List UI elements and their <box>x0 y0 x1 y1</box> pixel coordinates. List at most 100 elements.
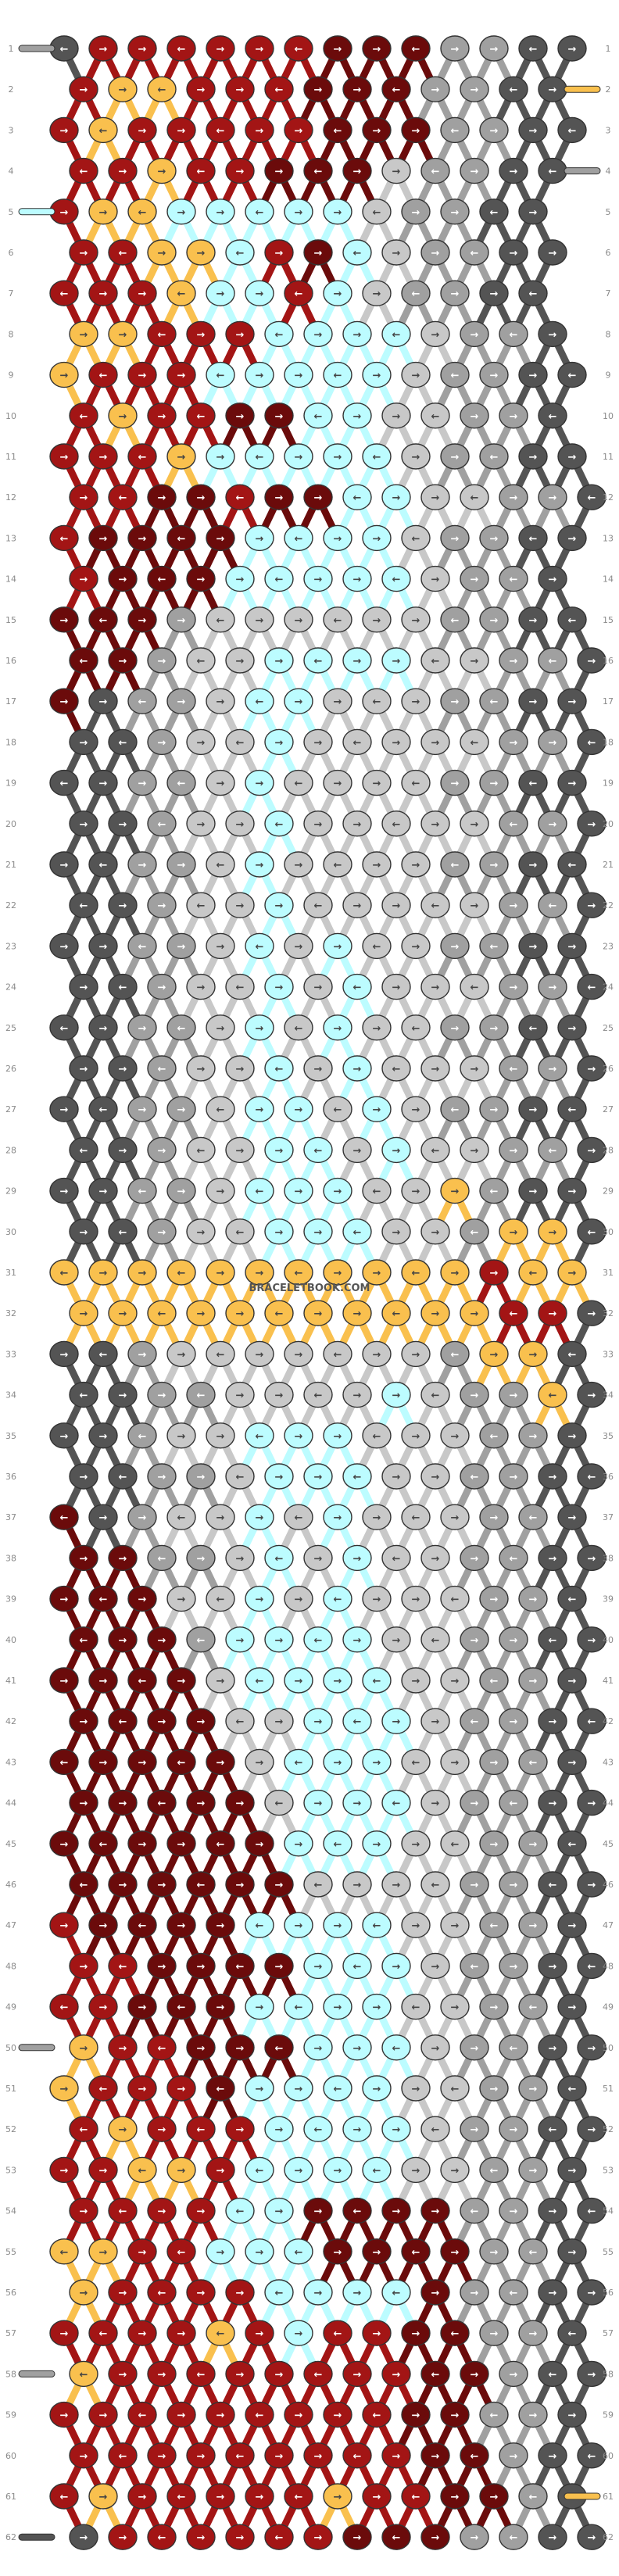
knot-arrow-icon: → <box>119 84 127 96</box>
knot-arrow-icon: → <box>353 1390 362 1402</box>
knot-arrow-icon: ← <box>99 615 108 627</box>
knot-arrow-icon: → <box>529 370 538 382</box>
knot-arrow-icon: ← <box>471 1227 479 1239</box>
knot-arrow-icon: → <box>412 1186 420 1198</box>
knot: → <box>362 606 392 633</box>
knot-arrow-icon: ← <box>80 900 88 912</box>
knot-arrow-icon: → <box>197 1798 206 1810</box>
knot-arrow-icon: → <box>549 84 557 96</box>
knot-arrow-icon: → <box>197 1064 206 1075</box>
knot: ← <box>186 1871 216 1898</box>
knot: ← <box>362 1177 392 1204</box>
knot: → <box>166 1422 196 1449</box>
knot: → <box>245 769 274 796</box>
knot-arrow-icon: ← <box>80 1635 88 1647</box>
knot: → <box>49 116 79 144</box>
knot-arrow-icon: → <box>275 1390 284 1402</box>
knot: ← <box>342 1463 372 1490</box>
knot: → <box>225 647 255 674</box>
knot-arrow-icon: ← <box>529 778 538 790</box>
knot-arrow-icon: ← <box>158 1553 166 1565</box>
knot-arrow-icon: → <box>80 1798 88 1810</box>
knot: → <box>362 35 392 62</box>
row-number-right: 12 <box>603 492 614 503</box>
knot: → <box>538 320 567 348</box>
knot-arrow-icon: → <box>138 1023 147 1035</box>
knot-arrow-icon: → <box>256 778 264 790</box>
knot-arrow-icon: → <box>295 1186 303 1198</box>
knot: → <box>381 2197 411 2224</box>
knot: → <box>69 1789 98 1816</box>
knot: ← <box>538 157 567 184</box>
knot: ← <box>127 932 157 960</box>
knot: → <box>88 280 118 306</box>
row-number-left: 61 <box>5 2492 16 2502</box>
knot: → <box>166 932 196 960</box>
knot: → <box>303 1708 333 1734</box>
knot: → <box>147 1136 177 1164</box>
knot-arrow-icon: → <box>392 1635 401 1647</box>
knot: ← <box>186 1136 216 1164</box>
knot: ← <box>127 1177 157 1204</box>
knot: → <box>362 1748 392 1776</box>
knot-arrow-icon: ← <box>549 166 557 178</box>
knot: → <box>577 2524 606 2550</box>
knot: → <box>401 1912 431 1938</box>
knot-arrow-icon: ← <box>236 982 245 994</box>
row-number-left: 27 <box>5 1104 16 1114</box>
knot: → <box>342 1544 372 1572</box>
knot: → <box>127 1585 157 1612</box>
knot-arrow-icon: → <box>236 2288 245 2299</box>
knot-arrow-icon: → <box>529 1920 538 1932</box>
knot: → <box>518 2075 548 2102</box>
knot: → <box>381 239 411 266</box>
knot-arrow-icon: → <box>334 1268 342 1279</box>
string-end-left <box>18 2370 55 2377</box>
knot-arrow-icon: ← <box>529 2492 538 2503</box>
knot-arrow-icon: ← <box>256 452 264 463</box>
knot-arrow-icon: → <box>451 288 460 300</box>
knot: → <box>49 1422 79 1449</box>
knot-arrow-icon: → <box>529 941 538 953</box>
knot: ← <box>323 2320 352 2346</box>
knot: → <box>323 524 352 552</box>
knot-arrow-icon: → <box>412 1839 420 1851</box>
knot-arrow-icon: ← <box>60 1023 69 1035</box>
knot-arrow-icon: → <box>119 900 127 912</box>
knot-arrow-icon: ← <box>314 2369 323 2381</box>
row-number-right: 5 <box>606 207 611 217</box>
knot-arrow-icon: ← <box>60 778 69 790</box>
knot: → <box>518 688 548 714</box>
knot: → <box>69 1463 98 1490</box>
knot-arrow-icon: → <box>177 1186 186 1198</box>
knot-arrow-icon: → <box>275 1145 284 1157</box>
knot-arrow-icon: → <box>138 1512 147 1524</box>
knot: → <box>127 280 157 306</box>
knot-arrow-icon: ← <box>197 1390 206 1402</box>
row-number-left: 12 <box>5 492 16 503</box>
knot: → <box>420 565 450 592</box>
knot-arrow-icon: → <box>353 411 362 423</box>
knot-arrow-icon: ← <box>177 1757 186 1769</box>
knot-arrow-icon: → <box>236 1553 245 1565</box>
knot: → <box>147 2197 177 2224</box>
knot: → <box>264 402 294 429</box>
knot-arrow-icon: ← <box>451 2084 460 2095</box>
knot: ← <box>381 76 411 102</box>
knot: → <box>479 1504 509 1530</box>
knot-arrow-icon: ← <box>568 1349 577 1361</box>
knot: ← <box>323 1585 352 1612</box>
knot-arrow-icon: ← <box>568 860 577 871</box>
knot: → <box>460 2279 489 2306</box>
row-number-left: 58 <box>5 2369 16 2379</box>
knot-arrow-icon: → <box>353 1635 362 1647</box>
knot: → <box>225 565 255 592</box>
knot: → <box>206 1014 235 1041</box>
knot: → <box>420 728 450 756</box>
knot-arrow-icon: → <box>314 1308 323 1320</box>
knot-arrow-icon: ← <box>216 2084 225 2095</box>
knot: → <box>342 402 372 429</box>
knot: → <box>538 1218 567 1245</box>
knot-arrow-icon: ← <box>314 1880 323 1891</box>
knot-arrow-icon: → <box>568 2165 577 2177</box>
